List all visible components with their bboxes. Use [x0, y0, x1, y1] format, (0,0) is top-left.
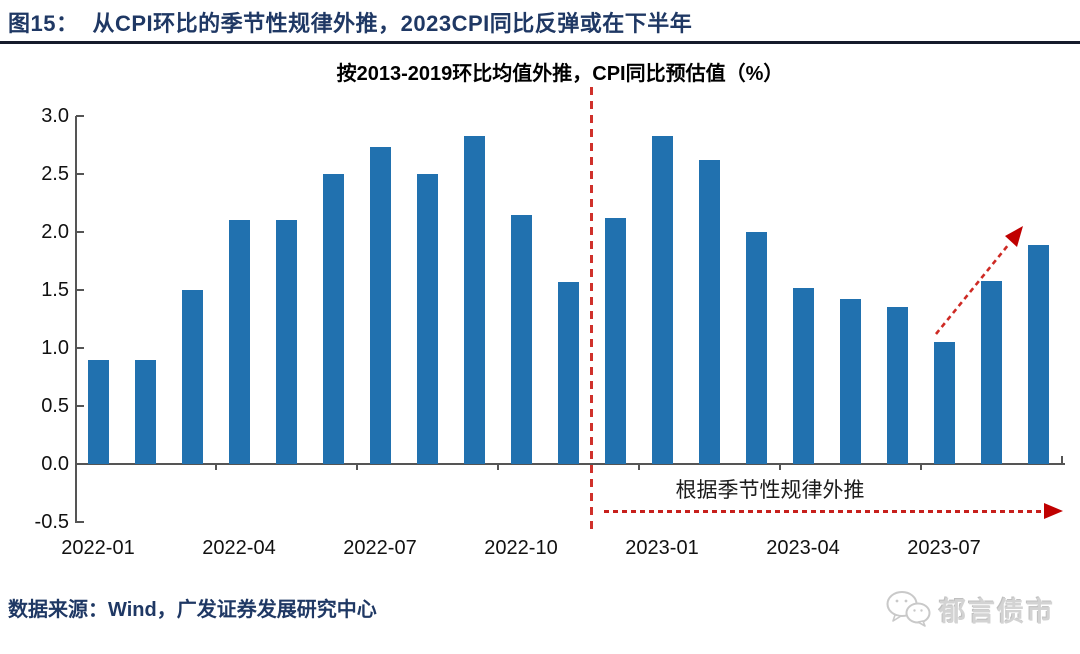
bar-2023-06 — [886, 307, 908, 464]
y-axis-label-2.5: 2.5 — [41, 163, 69, 185]
extrapolation-label: 根据季节性规律外推 — [675, 478, 865, 502]
bar-2023-04 — [792, 288, 814, 464]
y-axis-label-1.0: 1.0 — [41, 337, 69, 359]
x-axis-label-2022-01: 2022-01 — [61, 537, 135, 559]
x-axis-tick — [919, 464, 922, 470]
bar-2022-03 — [181, 290, 203, 464]
y-axis-label-3.0: 3.0 — [41, 105, 69, 127]
chart-title: 按2013-2019环比均值外推，CPI同比预估值（%） — [336, 63, 784, 85]
x-axis-tick — [214, 464, 217, 470]
y-axis-tick — [76, 115, 84, 117]
bar-2022-01 — [87, 360, 109, 464]
x-axis-label-2022-04: 2022-04 — [202, 537, 276, 559]
bar-2022-12 — [604, 218, 626, 464]
figure-title: 从CPI环比的季节性规律外推，2023CPI同比反弹或在下半年 — [92, 11, 693, 36]
bar-2022-10 — [510, 215, 532, 464]
bar-2022-06 — [322, 174, 344, 464]
y-axis-label--0.5: -0.5 — [34, 511, 69, 533]
y-axis-tick — [76, 231, 84, 233]
extrapolation-arrow-line — [604, 510, 1046, 513]
x-axis-label-2023-04: 2023-04 — [766, 537, 840, 559]
figure-header: 图15： 从CPI环比的季节性规律外推，2023CPI同比反弹或在下半年 — [8, 6, 692, 38]
bar-2023-05 — [839, 299, 861, 464]
header-rule — [0, 41, 1080, 44]
x-axis-line — [75, 463, 1065, 465]
bar-2022-11 — [557, 282, 579, 464]
brand-logo-text: 郁言债市 — [939, 596, 1055, 627]
x-axis-tick — [1060, 456, 1063, 463]
bar-2022-09 — [463, 136, 485, 464]
brand-watermark: 郁言债市 — [885, 585, 1055, 633]
bar-2022-08 — [416, 174, 438, 464]
bar-2023-03 — [745, 232, 767, 464]
bar-2022-04 — [228, 220, 250, 464]
y-axis-tick — [76, 173, 84, 175]
y-axis-tick — [76, 521, 84, 523]
forecast-divider-line — [590, 87, 593, 530]
y-axis-label-1.5: 1.5 — [41, 279, 69, 301]
y-axis-tick — [76, 347, 84, 349]
y-axis-label-2.0: 2.0 — [41, 221, 69, 243]
extrapolation-arrowhead-icon — [1044, 503, 1063, 519]
y-axis-tick — [76, 463, 84, 465]
y-axis-tick — [76, 405, 84, 407]
bar-2022-05 — [275, 220, 297, 464]
x-axis-tick — [355, 464, 358, 470]
bar-2023-02 — [698, 160, 720, 464]
x-axis-tick — [778, 464, 781, 470]
bar-2023-08 — [980, 281, 1002, 464]
y-axis-label-0.0: 0.0 — [41, 453, 69, 475]
x-axis-label-2023-07: 2023-07 — [907, 537, 981, 559]
figure-number: 图15： — [8, 11, 79, 36]
x-axis-tick — [496, 464, 499, 470]
y-axis-tick — [76, 289, 84, 291]
bar-2022-07 — [369, 147, 391, 464]
x-axis-label-2022-07: 2022-07 — [343, 537, 417, 559]
x-axis-label-2022-10: 2022-10 — [484, 537, 558, 559]
y-axis-label-0.5: 0.5 — [41, 395, 69, 417]
y-axis-line — [75, 116, 77, 523]
x-axis-tick — [637, 464, 640, 470]
bar-2022-02 — [134, 360, 156, 464]
bar-2023-07 — [933, 342, 955, 464]
wechat-icon — [886, 591, 931, 627]
data-source-text: 数据来源：Wind，广发证券发展研究中心 — [8, 599, 377, 621]
x-axis-label-2023-01: 2023-01 — [625, 537, 699, 559]
bar-2023-01 — [651, 136, 673, 464]
bar-2023-09 — [1027, 245, 1049, 464]
